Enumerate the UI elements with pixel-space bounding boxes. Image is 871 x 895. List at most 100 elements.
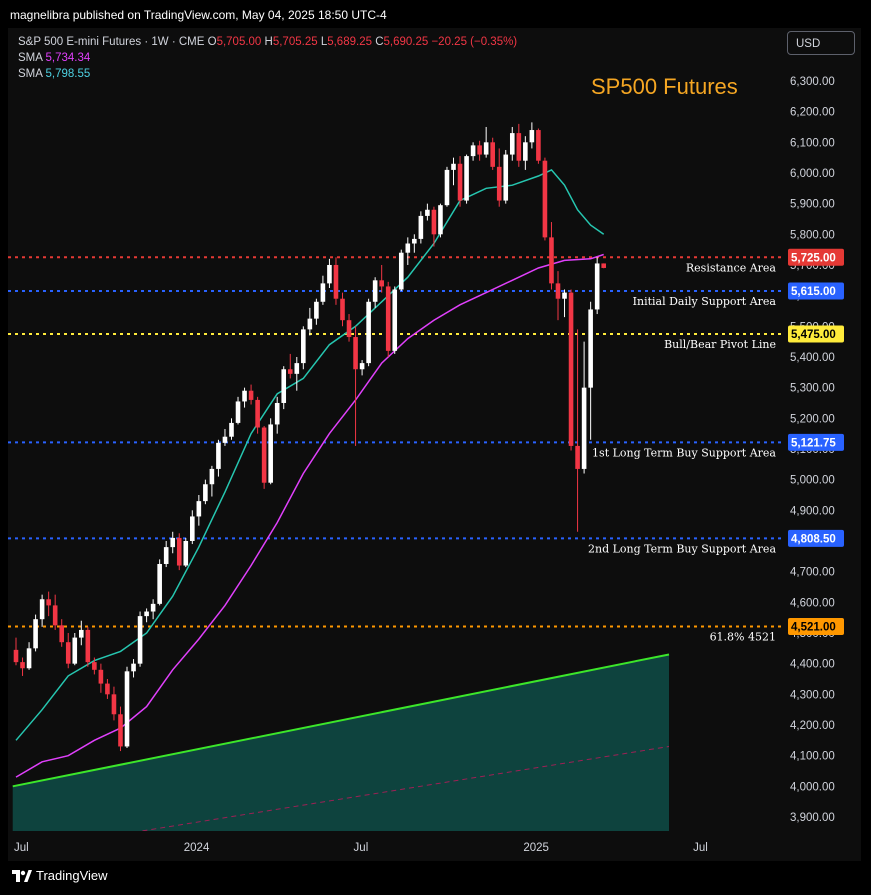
candle-body [39,599,45,620]
candle-body [105,683,110,695]
candle [470,142,476,161]
level-annotation-1: Initial Daily Support Area [633,295,777,308]
level-badge-label: 4,808.50 [791,533,836,545]
candle-body [575,445,580,469]
level-badge-label: 5,475.00 [791,329,836,341]
candle-body [170,537,176,548]
candle [340,292,345,327]
level-badge-bg [788,248,844,266]
candle [320,275,326,305]
candle [274,396,280,434]
level-badge-bg [788,282,844,300]
candle [457,156,463,207]
candle [555,271,561,321]
candle [13,637,19,666]
candle [405,237,411,265]
candle-body [340,298,345,321]
candle-body [601,263,606,268]
low-value: 5,689.25 [327,36,372,48]
candle-body [52,605,58,626]
candle-body [281,369,287,403]
candle [503,149,509,204]
footer-brand[interactable]: TradingView [12,868,108,883]
candle [203,479,208,505]
candle-body [464,156,469,201]
y-tick-label: 6,200.00 [790,107,835,119]
candle-body [477,145,482,155]
high-value: 5,705.25 [272,36,318,48]
candle-body [333,264,339,299]
candle-body [111,694,117,715]
candle-body [509,133,515,155]
x-tick-label: Jul [14,842,29,854]
candle [222,429,228,446]
x-tick-label: 2024 [184,842,210,854]
candle [137,611,143,667]
candle [509,126,515,161]
candle [287,353,293,379]
candle-body [405,243,411,253]
candle-body [314,301,319,319]
candle-body [209,468,215,485]
x-tick-label: Jul [354,842,369,854]
candle-body [483,142,489,155]
candle [216,439,221,477]
footer-brand-label: TradingView [36,868,108,883]
candle [536,128,541,164]
candle [196,494,202,526]
candle [431,206,437,247]
y-tick-label: 6,100.00 [790,137,835,149]
candle-body [255,399,260,428]
sma-fast-label[interactable]: SMA [18,52,43,64]
candle [183,537,189,568]
symbol-label[interactable]: S&P 500 E-mini Futures · 1W · CME [18,36,205,48]
candle [529,122,535,149]
y-tick-label: 4,000.00 [790,781,835,793]
candle-body [418,215,424,239]
candle-body [163,547,169,564]
sma-line-2 [15,253,604,778]
candle-body [301,329,306,364]
candle [444,166,450,207]
candle [163,540,169,568]
change-value: −20.25 (−0.35%) [431,36,518,48]
candle-body [490,142,495,167]
candle-body [274,402,280,425]
currency-button[interactable]: USD [787,31,855,55]
candle [379,264,384,293]
candle [581,341,587,474]
rising-trendline [12,653,670,788]
candle-body [353,337,358,370]
legend-sma-row-2: SMA 5,798.55 [18,66,517,82]
y-tick-label: 4,200.00 [790,720,835,732]
candle-body [287,369,293,374]
candle [523,136,528,170]
candle-body [385,286,391,351]
candle [392,286,398,354]
candle [72,632,78,666]
candle [542,157,548,241]
candle-body [503,154,509,201]
level-price-badge-0: 5,725.00 [788,248,844,266]
candle-body [196,501,202,517]
sma-slow-label[interactable]: SMA [18,68,43,80]
level-badge-bg [788,433,844,451]
candle [79,620,84,646]
candle-body [320,283,326,302]
candle-body [261,427,267,483]
candle [568,289,574,451]
lower-dashed-trendline [138,745,670,831]
candle-body [457,163,463,201]
candle-body [562,292,567,299]
level-price-badge-3: 5,121.75 [788,433,844,451]
candle-body [425,209,430,216]
candle [98,663,104,693]
candle [327,258,332,288]
legend-ohlc-row: S&P 500 E-mini Futures · 1W · CME O5,705… [18,34,517,50]
y-tick-label: 4,700.00 [790,567,835,579]
candle-body [542,160,548,238]
candle-body [72,637,78,664]
candle-body [431,209,437,235]
candle [144,608,149,623]
